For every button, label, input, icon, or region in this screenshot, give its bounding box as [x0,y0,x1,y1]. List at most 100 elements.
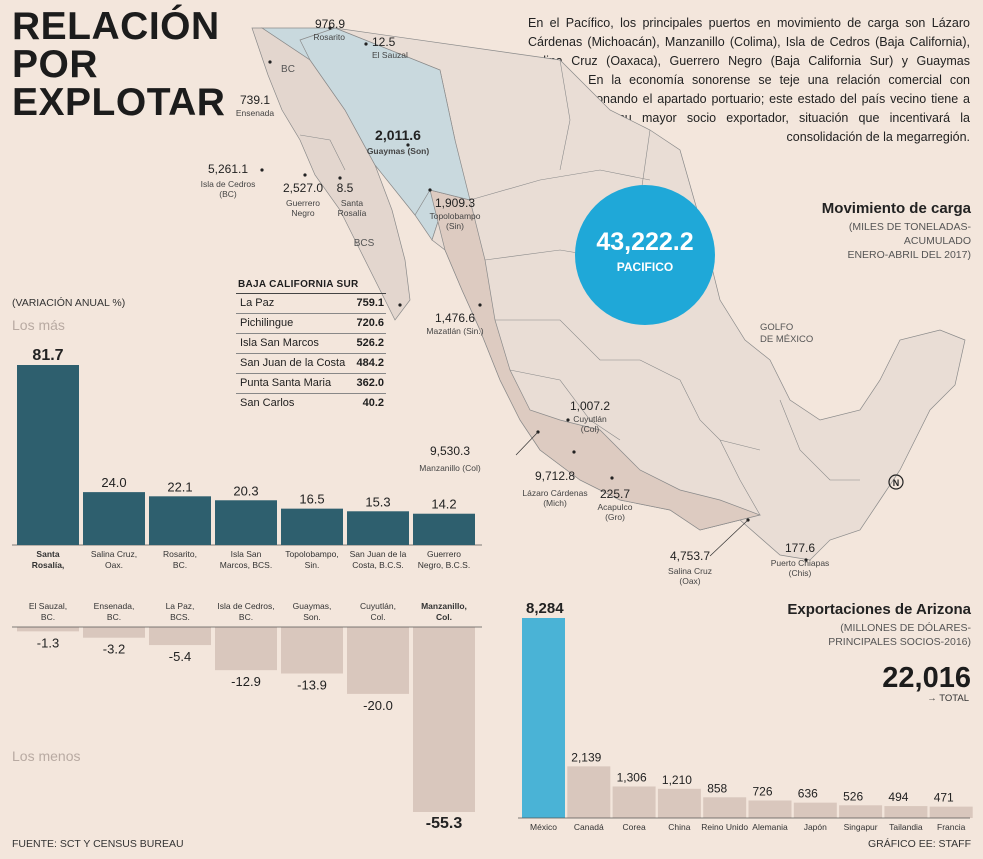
pacific-total-label: PACIFICO [616,260,674,274]
bar-arizona-export [839,805,883,818]
category-label: Isla de Cedros, BC. [217,601,274,622]
category-label: Tailandia [889,822,923,832]
category-label: Reino Unido [701,822,748,832]
bar-los-menos [17,627,79,632]
arizona-total-value: 22,016 [882,662,971,694]
port-name: Isla de Cedros (BC) [201,179,256,199]
bar-los-mas [347,511,409,545]
arizona-title: Exportaciones de Arizona [787,601,971,618]
bcs-table-header: BAJA CALIFORNIA SUR [236,276,386,294]
port-value: 9,712.8 [535,469,575,483]
bar-value-label: 726 [753,784,773,798]
port-name: Rosarito [313,32,345,42]
sonora-state [299,27,471,216]
category-label: Japón [804,822,827,832]
category-label: Guerrero Negro, B.C.S. [418,549,470,570]
bar-arizona-export [522,618,565,818]
table-row: Pichilingue 720.6 [236,314,386,334]
arizona-total-label: → TOTAL [927,693,969,704]
bar-value-label: 8,284 [526,600,564,617]
bar-los-mas [83,492,145,545]
bar-value-label: 24.0 [101,475,126,490]
table-row: La Paz 759.1 [236,294,386,314]
bottom-group-label: Los menos [12,748,81,764]
port-name: Ensenada [236,108,275,118]
region-label: BC [281,64,295,75]
port-name: Puerto Chiapas (Chis) [771,558,830,578]
port-name: Mazatlán (Sin.) [426,326,483,336]
table-row: San Juan de la Costa 484.2 [236,354,386,374]
category-label: Cuyutlán, Col. [360,601,396,622]
bar-los-mas [413,513,475,545]
page-title: RELACIÓN POR EXPLOTAR [12,5,226,124]
bar-arizona-export [612,786,656,818]
category-label: China [668,822,690,832]
bar-value-label: 15.3 [365,494,390,509]
category-label: Guaymas, Son. [293,601,332,622]
bar-arizona-export [929,806,973,818]
port-value: 1,007.2 [570,399,610,413]
category-label: Manzanillo, Col. [421,601,467,622]
category-label: Francia [937,822,966,832]
bar-los-menos [149,627,211,646]
bar-value-label: 1,210 [662,773,692,787]
port-value: 2,011.6 [375,127,421,143]
port-value: 177.6 [785,541,815,555]
port-name: Santa Rosalía [338,198,367,218]
port-name: Acapulco (Gro) [598,502,633,522]
source-footer: FUENTE: SCT Y CENSUS BUREAU [12,838,184,850]
bar-los-mas [281,508,343,545]
top-group-label: Los más [12,317,65,333]
bar-value-label: 494 [888,790,908,804]
port-name: Cuyutlán (Col) [573,414,607,434]
bar-los-menos [347,627,409,694]
table-row: Isla San Marcos 526.2 [236,334,386,354]
bar-value-label: 20.3 [233,483,258,498]
bar-los-mas [149,496,211,545]
category-label: Isla San Marcos, BCS. [220,549,272,570]
port-value: 739.1 [240,93,270,107]
category-label: Rosarito, BC. [163,549,197,570]
region-label: BCS [354,238,375,249]
port-name: Guaymas (Son) [367,146,430,156]
category-label: Alemania [752,822,788,832]
bcs-ports-table: BAJA CALIFORNIA SUR La Paz 759.1 Pichilin… [236,276,386,413]
bar-value-label: -3.2 [103,642,125,657]
category-label: México [530,822,557,832]
variation-unit-label: (VARIACIÓN ANUAL %) [12,297,126,309]
bar-arizona-export [657,788,701,818]
port-value: 9,530.3 [430,444,470,458]
svg-text:N: N [893,478,900,488]
bar-value-label: -1.3 [37,635,59,650]
arizona-subtitle: (MILLONES DE DÓLARES- PRINCIPALES SOCIOS… [828,622,971,648]
port-name: Salina Cruz (Oax) [668,566,712,586]
port-value: 1,476.6 [435,311,475,325]
bar-value-label: 14.2 [431,497,456,512]
bar-value-label: 22.1 [167,479,192,494]
bar-arizona-export [793,802,837,818]
category-label: El Sauzal, BC. [29,601,67,622]
bar-value-label: 636 [798,787,818,801]
bar-los-menos [83,627,145,638]
gulf-of-mexico-label: GOLFO DE MÉXICO [760,322,814,345]
bar-value-label: 526 [843,789,863,803]
north-arrow-icon: N [888,474,904,490]
category-label: Corea [623,822,646,832]
port-value: 225.7 [600,487,630,501]
port-value: 976.9 [315,17,345,31]
port-value: 4,753.7 [670,549,710,563]
bar-value-label: 2,139 [571,750,601,764]
bar-los-menos [413,627,475,812]
bar-value-label: 471 [934,791,954,805]
port-name: El Sauzal [372,50,408,60]
intro-paragraph: En el Pacífico, los principales puertos … [528,16,970,144]
category-label: Canadá [574,822,604,832]
port-value: 8.5 [337,181,354,195]
category-label: San Juan de la Costa, B.C.S. [350,549,407,570]
bar-value-label: 16.5 [299,492,324,507]
port-markers [260,26,808,562]
pacific-total-bubble: 43,222.2 PACIFICO [575,185,715,325]
cargo-subtitle: (MILES DE TONELADAS- ACUMULADO ENERO-ABR… [847,221,971,261]
bar-arizona-export [884,806,928,818]
